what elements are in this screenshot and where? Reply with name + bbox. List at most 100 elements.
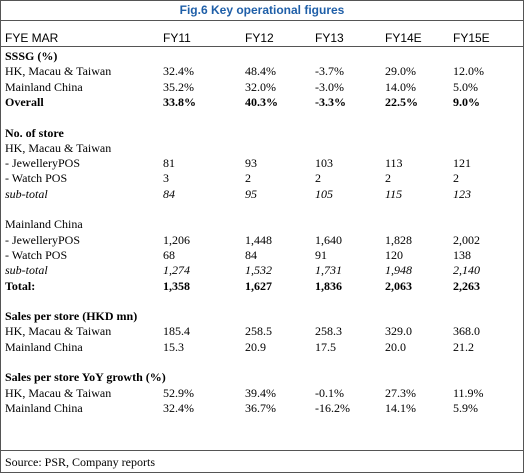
column-header: FY11 xyxy=(163,31,191,45)
rule xyxy=(1,46,523,47)
cell: 5.9% xyxy=(453,400,478,415)
column-header: FY12 xyxy=(245,31,274,45)
row-label: Mainland China xyxy=(5,400,83,415)
cell: 1,828 xyxy=(385,232,412,247)
title: Fig.6 Key operational figures xyxy=(179,3,345,17)
cell: 48.4% xyxy=(245,64,276,79)
cell: -3.3% xyxy=(315,94,346,109)
cell: 368.0 xyxy=(453,324,480,339)
row-label: Mainland China xyxy=(5,339,83,354)
cell: 2 xyxy=(245,171,251,186)
cell: 1,532 xyxy=(245,263,272,278)
cell: 2,140 xyxy=(453,263,480,278)
row-label: No. of store xyxy=(5,125,64,140)
cell: 36.7% xyxy=(245,400,276,415)
row-label: sub-total xyxy=(5,263,48,278)
cell: 35.2% xyxy=(163,79,194,94)
cell: 40.3% xyxy=(245,94,278,109)
row-label: HK, Macau & Taiwan xyxy=(5,324,112,339)
cell: 1,640 xyxy=(315,232,342,247)
rule xyxy=(1,20,523,21)
cell: 1,274 xyxy=(163,263,190,278)
cell: 22.5% xyxy=(385,94,418,109)
cell: 103 xyxy=(315,156,333,171)
cell: 68 xyxy=(163,247,175,262)
cell: 84 xyxy=(245,247,257,262)
row-label: Sales per store YoY growth (%) xyxy=(5,370,166,385)
cell: 2,263 xyxy=(453,278,480,293)
cell: 258.3 xyxy=(315,324,342,339)
cell: 185.4 xyxy=(163,324,190,339)
cell: 113 xyxy=(385,156,403,171)
row-label: SSSG (%) xyxy=(5,49,58,63)
cell: 258.5 xyxy=(245,324,272,339)
rule xyxy=(1,450,523,451)
cell: 2 xyxy=(385,171,391,186)
cell: 1,627 xyxy=(245,278,272,293)
row-label: Sales per store (HKD mn) xyxy=(5,309,138,324)
cell: 1,358 xyxy=(163,278,190,293)
cell: 32.0% xyxy=(245,79,276,94)
row-label: HK, Macau & Taiwan xyxy=(5,64,112,79)
cell: 33.8% xyxy=(163,94,196,109)
cell: 5.0% xyxy=(453,79,478,94)
cell: 32.4% xyxy=(163,400,194,415)
cell: 3 xyxy=(163,171,169,186)
cell: 1,948 xyxy=(385,263,412,278)
cell: 12.0% xyxy=(453,64,484,79)
cell: -0.1% xyxy=(315,385,344,400)
cell: 15.3 xyxy=(163,339,184,354)
cell: -3.7% xyxy=(315,64,344,79)
cell: 115 xyxy=(385,186,403,201)
row-label: - Watch POS xyxy=(5,247,68,262)
cell: 84 xyxy=(163,186,175,201)
row-label: - JewelleryPOS xyxy=(5,232,80,247)
row-label: Mainland China xyxy=(5,79,83,94)
row-label: - Watch POS xyxy=(5,171,68,186)
column-header: FY13 xyxy=(315,31,344,45)
row-label: Total: xyxy=(5,278,36,293)
cell: 2 xyxy=(453,171,459,186)
cell: 20.0 xyxy=(385,339,406,354)
cell: 1,206 xyxy=(163,232,190,247)
cell: 2,002 xyxy=(453,232,480,247)
cell: 20.9 xyxy=(245,339,266,354)
column-header: FY15E xyxy=(453,31,490,45)
cell: -16.2% xyxy=(315,400,350,415)
cell: 2 xyxy=(315,171,321,186)
cell: -3.0% xyxy=(315,79,344,94)
cell: 1,836 xyxy=(315,278,342,293)
cell: 123 xyxy=(453,186,471,201)
cell: 120 xyxy=(385,247,403,262)
cell: 95 xyxy=(245,186,257,201)
cell: 9.0% xyxy=(453,94,480,109)
cell: 329.0 xyxy=(385,324,412,339)
cell: 52.9% xyxy=(163,385,194,400)
column-header: FY14E xyxy=(385,31,422,45)
header-label: FYE MAR xyxy=(5,31,59,45)
cell: 21.2 xyxy=(453,339,474,354)
cell: 29.0% xyxy=(385,64,416,79)
cell: 11.9% xyxy=(453,385,484,400)
row-label: sub-total xyxy=(5,186,48,201)
cell: 91 xyxy=(315,247,327,262)
cell: 105 xyxy=(315,186,333,201)
cell: 14.0% xyxy=(385,79,416,94)
cell: 39.4% xyxy=(245,385,276,400)
cell: 17.5 xyxy=(315,339,336,354)
row-label: Overall xyxy=(5,94,44,109)
row-label: HK, Macau & Taiwan xyxy=(5,140,112,155)
cell: 93 xyxy=(245,156,257,171)
cell: 138 xyxy=(453,247,471,262)
cell: 1,731 xyxy=(315,263,342,278)
row-label: HK, Macau & Taiwan xyxy=(5,385,112,400)
cell: 1,448 xyxy=(245,232,272,247)
cell: 81 xyxy=(163,156,175,171)
source: Source: PSR, Company reports xyxy=(5,455,155,469)
cell: 14.1% xyxy=(385,400,416,415)
cell: 121 xyxy=(453,156,471,171)
cell: 32.4% xyxy=(163,64,194,79)
cell: 27.3% xyxy=(385,385,416,400)
cell: 2,063 xyxy=(385,278,412,293)
